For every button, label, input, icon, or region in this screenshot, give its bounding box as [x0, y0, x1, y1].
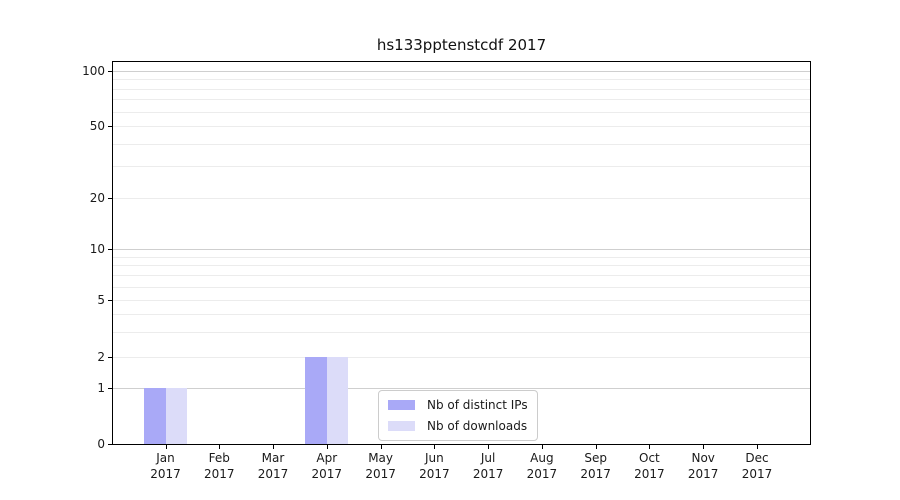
chart-title: hs133pptenstcdf 2017 [376, 36, 547, 54]
gridline-minor-4 [113, 313, 810, 315]
gridline-minor-9 [113, 256, 810, 258]
x-tick-label-may: May 2017 [365, 451, 396, 481]
legend-entry-downloads: Nb of downloads [388, 418, 528, 434]
y-tick-label-2: 2 [97, 350, 105, 364]
gridline-minor-80 [113, 88, 810, 90]
x-tick-mark-sep [595, 445, 597, 449]
y-tick-label-100: 100 [82, 64, 105, 78]
x-tick-label-jul: Jul 2017 [472, 451, 504, 481]
plot-area [112, 61, 811, 445]
y-tick-mark-100 [108, 71, 112, 72]
legend-label-distinct-ips: Nb of distinct IPs [427, 398, 528, 412]
gridline-minor-7 [113, 275, 810, 277]
gridline-major-10 [113, 249, 810, 250]
gridline-major-1 [113, 388, 810, 389]
x-tick-mark-feb [219, 445, 221, 449]
x-tick-mark-apr [326, 445, 328, 449]
bar-nb-of-distinct-ips-apr [305, 357, 327, 444]
gridline-minor-90 [113, 79, 810, 81]
y-tick-mark-10 [108, 249, 112, 250]
y-tick-mark-50 [108, 126, 112, 127]
gridline-minor-3 [113, 331, 810, 333]
y-tick-label-0: 0 [97, 437, 105, 451]
x-tick-mark-nov [703, 445, 705, 449]
x-tick-label-nov: Nov 2017 [687, 451, 719, 481]
gridline-minor-2 [113, 357, 810, 358]
gridline-minor-50 [113, 126, 810, 127]
y-tick-mark-20 [108, 198, 112, 199]
legend-label-downloads: Nb of downloads [427, 419, 528, 433]
x-tick-label-jun: Jun 2017 [419, 451, 450, 481]
y-tick-mark-1 [108, 388, 112, 389]
y-tick-mark-5 [108, 300, 112, 301]
x-tick-label-mar: Mar 2017 [257, 451, 289, 481]
legend-entry-distinct-ips: Nb of distinct IPs [388, 397, 528, 413]
bar-nb-of-downloads-jan [165, 388, 187, 444]
y-tick-label-5: 5 [97, 293, 105, 307]
x-tick-mark-dec [757, 445, 758, 449]
bar-nb-of-distinct-ips-jan [144, 388, 166, 444]
legend-swatch-downloads [388, 421, 415, 431]
legend-swatch-distinct-ips [388, 400, 415, 410]
bar-nb-of-downloads-apr [326, 357, 349, 444]
x-tick-mark-jan [165, 445, 167, 449]
x-tick-label-sep: Sep 2017 [580, 451, 611, 481]
gridline-minor-70 [113, 99, 810, 101]
y-tick-label-50: 50 [89, 119, 105, 133]
x-tick-mark-mar [273, 445, 274, 449]
x-tick-label-dec: Dec 2017 [741, 451, 773, 481]
gridline-minor-40 [113, 143, 810, 145]
x-tick-label-apr: Apr 2017 [311, 451, 343, 481]
gridline-minor-20 [113, 198, 810, 199]
x-tick-mark-jul [488, 445, 490, 449]
y-tick-label-1: 1 [97, 381, 105, 395]
x-tick-label-feb: Feb 2017 [204, 451, 235, 481]
gridline-minor-5 [113, 300, 810, 301]
x-tick-mark-may [380, 445, 382, 449]
y-tick-mark-0 [108, 444, 112, 445]
legend-box: Nb of distinct IPs Nb of downloads [378, 390, 538, 441]
x-tick-label-oct: Oct 2017 [634, 451, 665, 481]
y-tick-mark-2 [108, 357, 112, 358]
x-tick-label-jan: Jan 2017 [150, 451, 181, 481]
gridline-major-100 [113, 71, 810, 72]
x-tick-mark-oct [649, 445, 651, 449]
gridline-minor-60 [113, 111, 810, 113]
y-tick-label-20: 20 [89, 191, 105, 205]
x-tick-label-aug: Aug 2017 [526, 451, 558, 481]
x-tick-mark-jun [434, 445, 436, 449]
gridline-minor-30 [113, 166, 810, 168]
y-tick-label-10: 10 [89, 242, 105, 256]
x-tick-mark-aug [541, 445, 543, 449]
gridline-minor-8 [113, 265, 810, 267]
gridline-minor-6 [113, 286, 810, 288]
